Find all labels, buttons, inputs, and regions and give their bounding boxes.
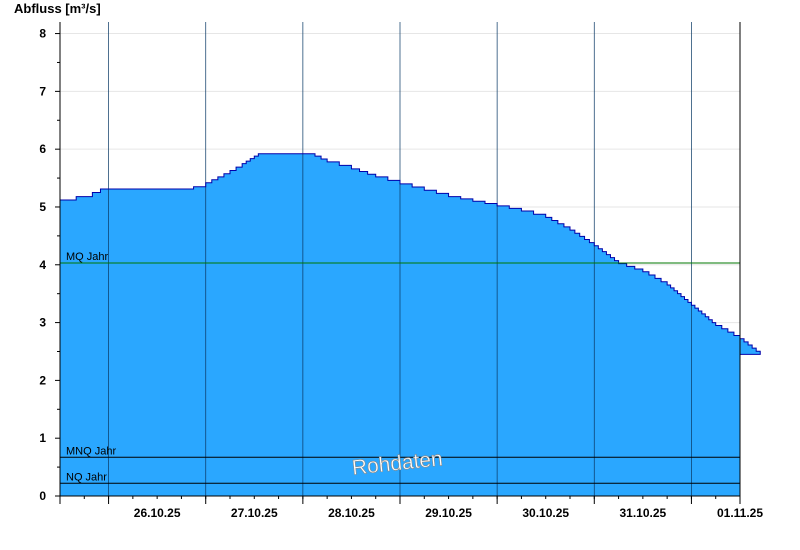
vertical-gridlines [108,22,692,496]
reference-lines: MQ Jahr MNQ Jahr NQ Jahr [60,251,740,484]
y-tick-label: 6 [39,142,46,156]
y-tick-label: 4 [39,258,46,272]
y-tick-label: 0 [39,489,46,503]
y-tick-label: 1 [39,431,46,445]
discharge-area [60,153,761,497]
x-tick-label: 31.10.25 [619,506,666,520]
x-tick-label: 26.10.25 [134,506,181,520]
axes [56,22,741,504]
reference-line-label: MQ Jahr [66,251,109,263]
discharge-line [60,153,761,355]
y-tick-label: 3 [39,316,46,330]
reference-line-label: MNQ Jahr [66,445,116,457]
reference-line-label: NQ Jahr [66,471,107,483]
y-axis-title: Abfluss [m³/s] [14,1,101,16]
y-tick-label: 8 [39,27,46,41]
x-tick-label: 27.10.25 [231,506,278,520]
x-tick-label: 01.11.25 [717,506,763,520]
y-tick-label: 2 [39,373,46,387]
y-tick-label: 7 [39,84,46,98]
x-ticks: 26.10.25 27.10.25 28.10.25 29.10.25 30.10.25… [59,496,763,520]
x-tick-label: 30.10.25 [522,506,569,520]
y-ticks: 0 1 2 3 4 5 6 7 8 [39,27,60,503]
y-tick-label: 5 [39,200,46,214]
x-tick-label: 29.10.25 [425,506,472,520]
x-tick-label: 28.10.25 [328,506,375,520]
